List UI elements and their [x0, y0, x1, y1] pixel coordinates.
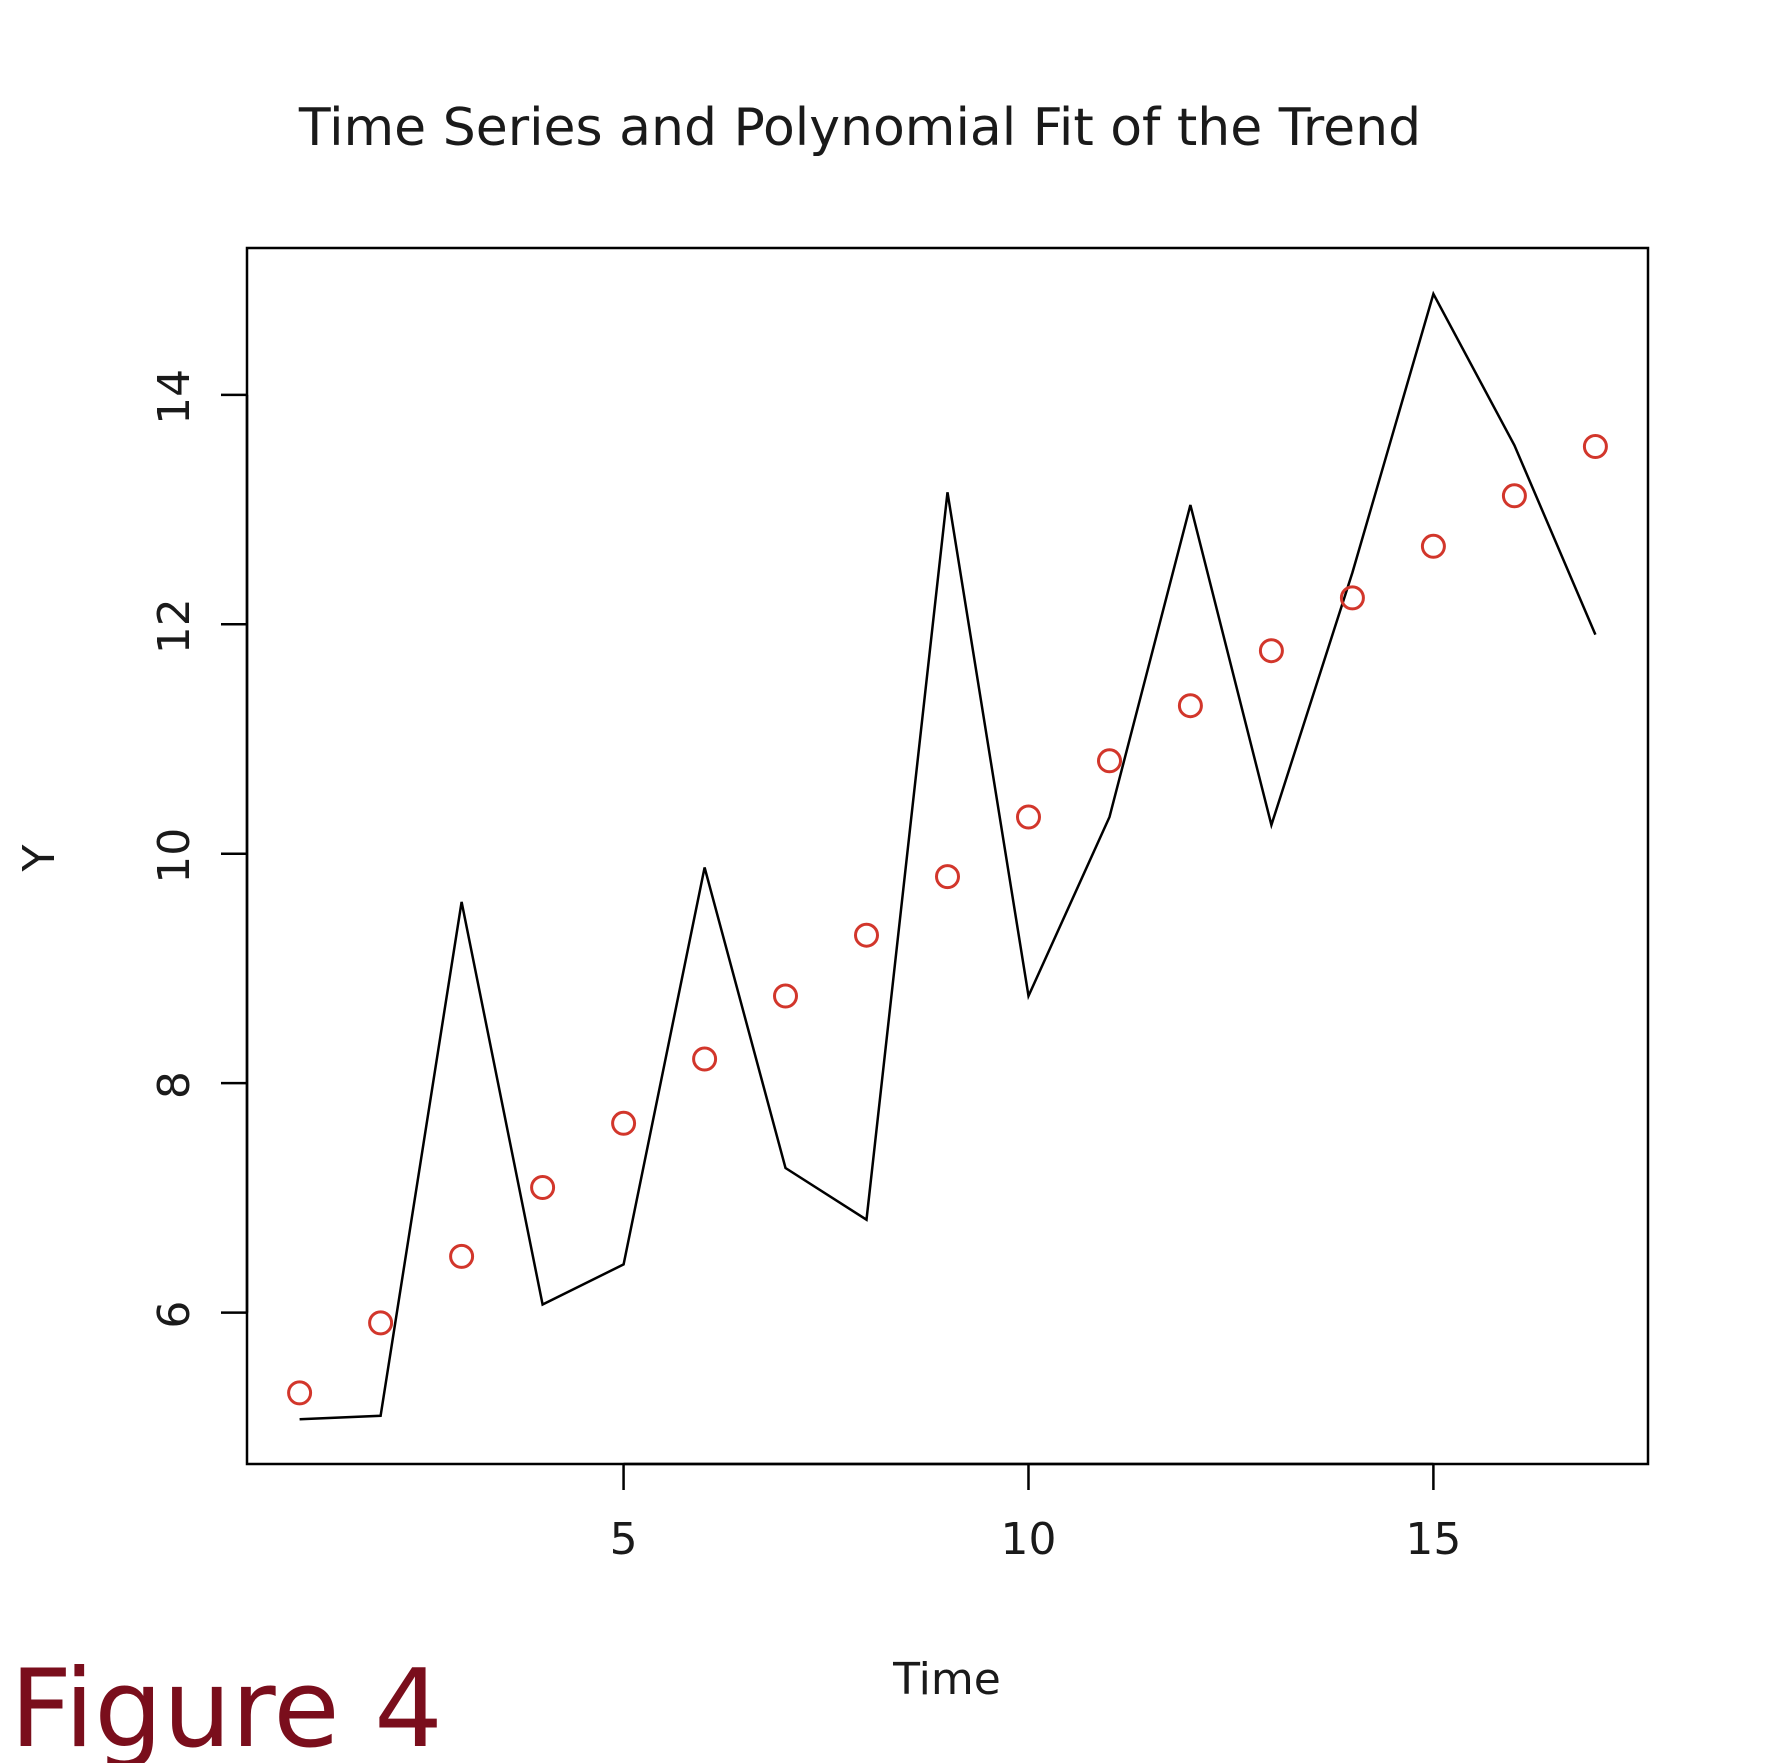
x-tick-label: 15: [1405, 1514, 1461, 1565]
fit-point: [935, 864, 960, 890]
y-tick-label: 8: [149, 1071, 200, 1099]
fit-point: [1177, 693, 1203, 719]
fit-point: [1582, 434, 1608, 459]
x-axis-label: Time: [892, 1654, 1001, 1705]
y-tick-label: 10: [149, 828, 200, 884]
y-tick-label: 12: [149, 598, 200, 654]
fit-point: [1501, 483, 1527, 509]
fit-point: [1097, 748, 1122, 774]
plot-frame: [245, 246, 1650, 1466]
y-axis: 6 8 10 12 14: [149, 369, 249, 1329]
fit-point: [854, 922, 879, 948]
fit-point: [773, 983, 798, 1009]
fit-point: [1258, 638, 1284, 664]
time-series-line: [299, 290, 1597, 1421]
fit-point: [1016, 804, 1041, 830]
chart-title: Time Series and Polynomial Fit of the Tr…: [298, 98, 1421, 158]
fit-point: [287, 1380, 313, 1406]
y-tick-label: 14: [149, 369, 200, 425]
fit-point: [530, 1175, 556, 1200]
figure-caption: Figure 4: [10, 1647, 443, 1763]
polynomial-fit-points: [287, 434, 1608, 1406]
fit-point: [1339, 585, 1365, 611]
y-axis-label: Y: [14, 844, 65, 872]
fit-point: [611, 1110, 637, 1136]
x-tick-label: 10: [1000, 1514, 1056, 1565]
fit-point: [449, 1243, 475, 1269]
x-tick-label: 5: [610, 1514, 638, 1565]
fit-point: [1420, 533, 1446, 559]
y-tick-label: 6: [149, 1301, 200, 1329]
x-axis: 5 10 15: [610, 1462, 1461, 1565]
fit-point: [692, 1046, 718, 1072]
fit-point: [368, 1310, 394, 1336]
